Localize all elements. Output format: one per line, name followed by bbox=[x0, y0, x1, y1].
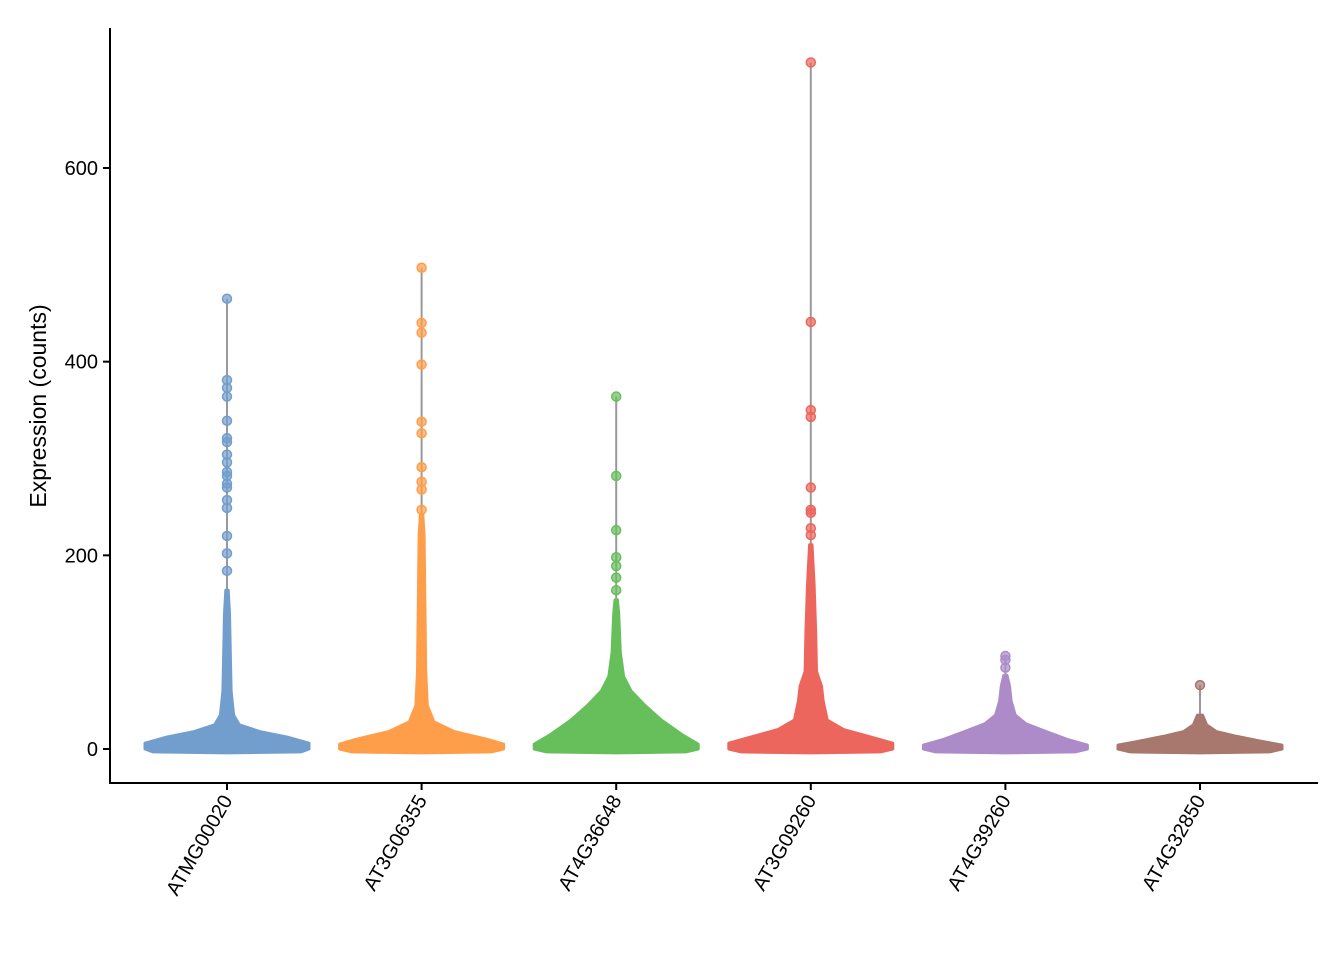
x-tick-label: AT3G09260 bbox=[749, 792, 821, 895]
y-tick-label: 200 bbox=[65, 545, 98, 567]
y-ticks: 0 200 400 600 bbox=[65, 158, 110, 761]
outlier-point bbox=[1000, 662, 1011, 673]
outlier-point bbox=[805, 482, 817, 493]
outlier-point bbox=[416, 461, 427, 473]
outlier-point bbox=[805, 411, 817, 423]
violin-AT4G32850 bbox=[1116, 679, 1284, 755]
violin-AT3G06355 bbox=[338, 262, 506, 755]
outlier-point bbox=[416, 484, 427, 495]
outlier-point bbox=[221, 565, 233, 577]
x-tick-label: AT3G06355 bbox=[360, 792, 432, 895]
outlier-point bbox=[610, 470, 622, 482]
outlier-point bbox=[416, 359, 427, 370]
outlier-point bbox=[221, 548, 233, 559]
violins-layer bbox=[143, 57, 1284, 755]
y-tick-label: 400 bbox=[65, 352, 98, 374]
outlier-point bbox=[610, 560, 622, 572]
y-axis-label: Expression (counts) bbox=[25, 304, 51, 507]
outlier-point bbox=[221, 293, 233, 304]
outlier-point bbox=[416, 262, 427, 273]
violin-body bbox=[532, 598, 700, 755]
outlier-point bbox=[416, 327, 427, 338]
violin-AT4G39260 bbox=[921, 650, 1089, 755]
outlier-point bbox=[416, 504, 427, 516]
violin-AT4G36648 bbox=[532, 391, 700, 755]
x-tick-label: ATMG00020 bbox=[162, 792, 237, 900]
outlier-point bbox=[416, 317, 427, 329]
outlier-point bbox=[221, 382, 233, 394]
outlier-point bbox=[416, 428, 427, 439]
violin-ATMG00020 bbox=[143, 293, 311, 755]
outlier-point bbox=[610, 552, 622, 563]
violin-body bbox=[143, 588, 311, 755]
outlier-point bbox=[1194, 679, 1206, 691]
outlier-point bbox=[221, 502, 233, 514]
x-tick-label: AT4G32850 bbox=[1138, 792, 1210, 895]
violin-body bbox=[727, 543, 895, 755]
outlier-point bbox=[805, 507, 817, 518]
y-tick-label: 0 bbox=[87, 739, 98, 761]
outlier-point bbox=[221, 391, 233, 402]
violin-body bbox=[1116, 713, 1284, 755]
outlier-point bbox=[221, 482, 233, 493]
outlier-point bbox=[610, 524, 622, 536]
outlier-point bbox=[221, 457, 233, 468]
x-ticks: ATMG00020 AT3G06355 AT4G36648 AT3G09260 AT4G… bbox=[162, 783, 1210, 899]
violin-AT3G09260 bbox=[727, 57, 895, 755]
outlier-point bbox=[805, 57, 817, 68]
outlier-point bbox=[221, 436, 233, 448]
outlier-point bbox=[221, 530, 233, 542]
outlier-point bbox=[805, 316, 817, 328]
outlier-point bbox=[416, 416, 427, 427]
outlier-point bbox=[610, 572, 622, 583]
outlier-point bbox=[610, 391, 622, 402]
outlier-point bbox=[805, 529, 817, 541]
y-tick-label: 600 bbox=[65, 158, 98, 180]
outlier-point bbox=[221, 415, 233, 426]
x-tick-label: AT4G36648 bbox=[554, 792, 626, 895]
violin-body bbox=[921, 673, 1089, 755]
violin-body bbox=[338, 513, 506, 755]
x-tick-label: AT4G39260 bbox=[943, 792, 1015, 895]
outlier-point bbox=[610, 584, 622, 596]
